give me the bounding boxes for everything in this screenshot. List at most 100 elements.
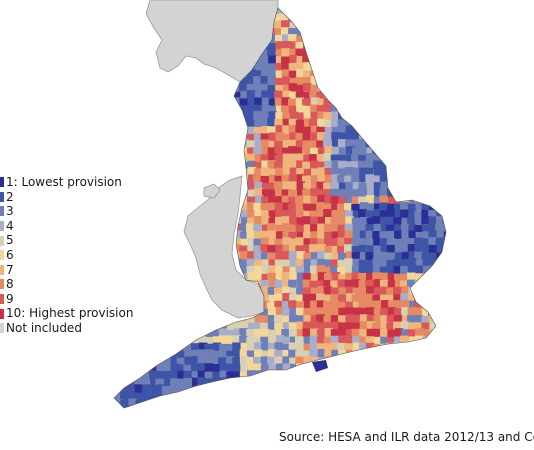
area-cell — [169, 112, 179, 121]
legend-swatch — [0, 235, 4, 246]
area-cell — [142, 111, 152, 121]
area-cell — [155, 378, 164, 388]
area-cell — [429, 63, 438, 73]
area-cell — [309, 154, 318, 163]
area-cell — [414, 371, 423, 380]
area-cell — [134, 174, 143, 183]
area-cell — [289, 167, 299, 177]
area-cell — [302, 321, 312, 331]
area-cell — [351, 328, 361, 338]
area-cell — [162, 147, 171, 156]
legend-swatch — [0, 264, 4, 275]
area-cell — [261, 294, 271, 304]
area-cell — [436, 371, 445, 380]
area-cell — [414, 406, 423, 408]
area-cell — [288, 63, 298, 72]
area-cell — [156, 188, 166, 198]
area-cell — [400, 273, 410, 283]
area-cell — [428, 300, 438, 310]
area-cell — [274, 350, 283, 359]
area-cell — [184, 265, 194, 274]
area-cell — [387, 154, 397, 163]
area-cell — [288, 279, 297, 289]
area-cell — [183, 412, 192, 421]
area-cell — [295, 77, 304, 86]
area-cell — [449, 350, 458, 359]
area-cell — [442, 287, 446, 296]
area-cell — [330, 266, 339, 275]
area-cell — [289, 21, 299, 31]
area-cell — [282, 307, 291, 317]
area-cell — [450, 62, 459, 70]
area-cell — [274, 280, 284, 289]
england-outline — [113, 7, 447, 409]
area-cell — [450, 154, 459, 163]
area-cell — [442, 70, 446, 79]
area-cell — [309, 35, 319, 45]
area-cell — [359, 287, 368, 296]
area-cell — [233, 125, 243, 135]
area-cell — [451, 288, 460, 297]
area-cell — [295, 378, 305, 388]
area-cell — [212, 342, 222, 352]
area-cell — [317, 195, 326, 204]
area-cell — [233, 398, 242, 408]
area-cell — [163, 112, 172, 122]
area-cell — [366, 182, 376, 192]
area-cell — [352, 49, 362, 58]
area-cell — [288, 406, 297, 408]
area-cell — [176, 378, 186, 388]
area-cell — [156, 118, 165, 127]
area-cell — [344, 307, 354, 316]
area-cell — [169, 181, 178, 190]
area-cell — [253, 245, 262, 254]
area-cell — [317, 146, 327, 156]
area-cell — [184, 252, 193, 261]
area-cell — [190, 69, 200, 79]
area-cell — [204, 161, 214, 171]
area-cell — [100, 363, 109, 372]
area-cell — [414, 167, 424, 176]
area-cell — [114, 98, 116, 107]
area-cell — [114, 14, 122, 23]
area-cell — [456, 20, 465, 29]
area-cell — [141, 97, 150, 107]
area-cell — [289, 384, 298, 393]
area-cell — [190, 321, 200, 330]
area-cell — [142, 224, 152, 234]
area-cell — [443, 301, 446, 310]
area-cell — [260, 203, 270, 212]
area-cell — [442, 399, 446, 408]
area-cell — [456, 349, 465, 358]
area-cell — [330, 119, 340, 128]
area-cell — [233, 238, 243, 248]
area-cell — [183, 77, 193, 86]
area-cell — [163, 70, 172, 80]
area-cell — [191, 287, 200, 296]
area-cell — [435, 216, 445, 225]
area-cell — [142, 160, 151, 169]
area-cell — [127, 55, 136, 65]
area-cell — [449, 42, 458, 51]
area-cell — [323, 62, 333, 71]
area-cell — [316, 126, 325, 136]
area-cell — [457, 265, 466, 274]
area-cell — [191, 280, 201, 289]
area-cell — [170, 384, 179, 393]
area-cell — [240, 105, 250, 114]
area-cell — [114, 371, 124, 381]
area-cell — [380, 315, 389, 324]
area-cell — [163, 300, 173, 310]
area-cell — [303, 8, 312, 16]
area-cell — [135, 139, 145, 148]
area-cell — [386, 349, 396, 359]
area-cell — [373, 90, 383, 99]
area-cell — [310, 28, 320, 37]
area-cell — [198, 174, 208, 184]
area-cell — [114, 13, 115, 22]
area-cell — [295, 392, 304, 402]
area-cell — [100, 161, 109, 170]
area-cell — [407, 217, 416, 226]
area-cell — [331, 378, 340, 387]
area-cell — [267, 377, 277, 387]
